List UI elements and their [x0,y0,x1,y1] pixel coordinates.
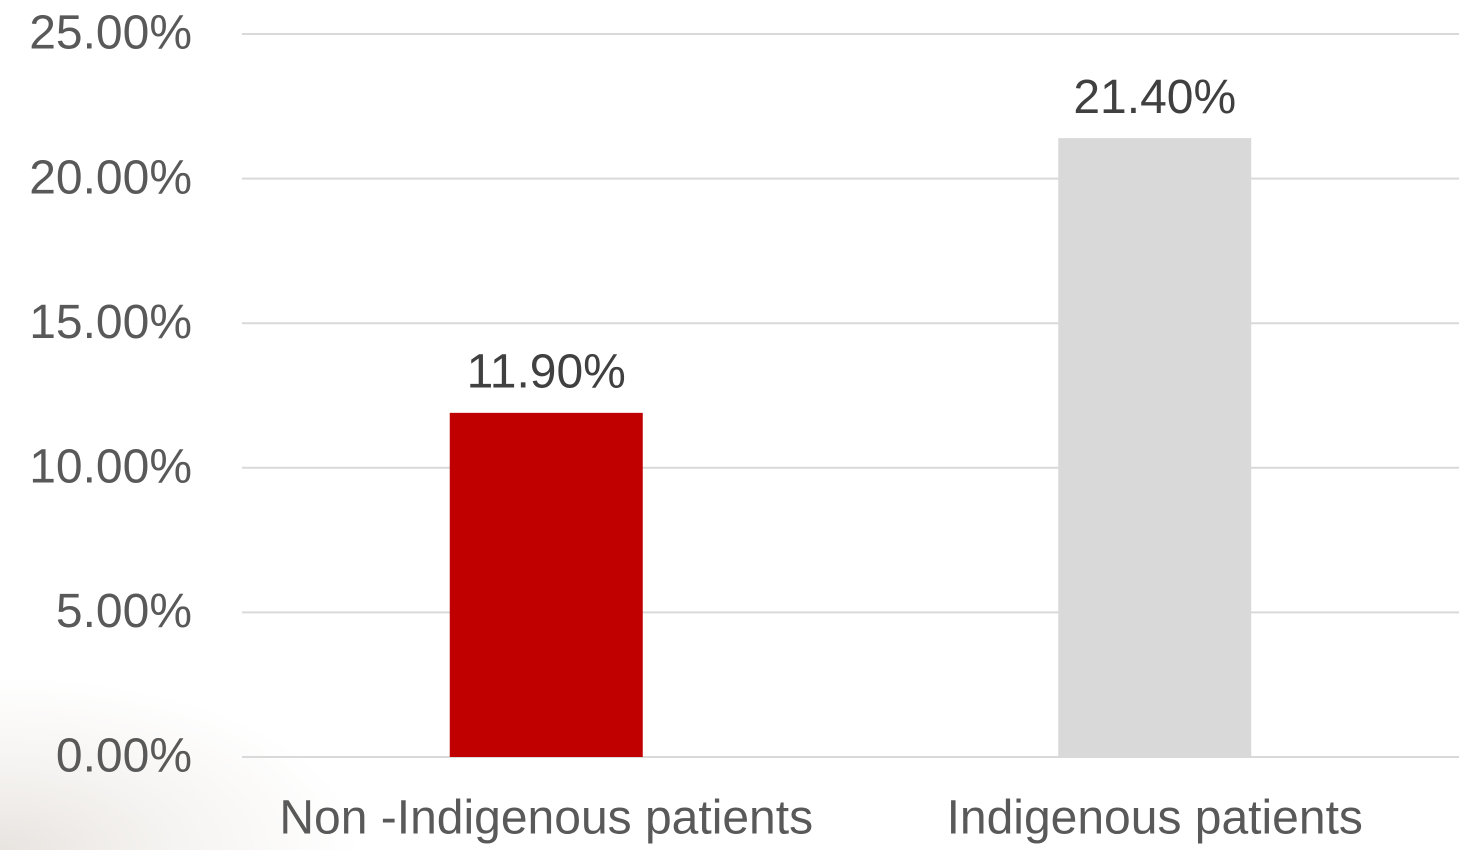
y-tick-label: 10.00% [29,440,192,493]
y-tick-label: 0.00% [56,730,192,783]
bar [449,412,643,757]
bar [1058,138,1252,757]
y-tick-label: 5.00% [56,585,192,638]
x-tick-label: Indigenous patients [947,792,1363,845]
y-tick-label: 25.00% [29,7,192,60]
y-tick-label: 15.00% [29,296,192,349]
data-label: 11.90% [467,346,626,399]
y-tick-label: 20.00% [29,151,192,204]
data-label: 21.40% [1073,71,1236,124]
x-tick-label: Non -Indigenous patients [279,792,813,845]
